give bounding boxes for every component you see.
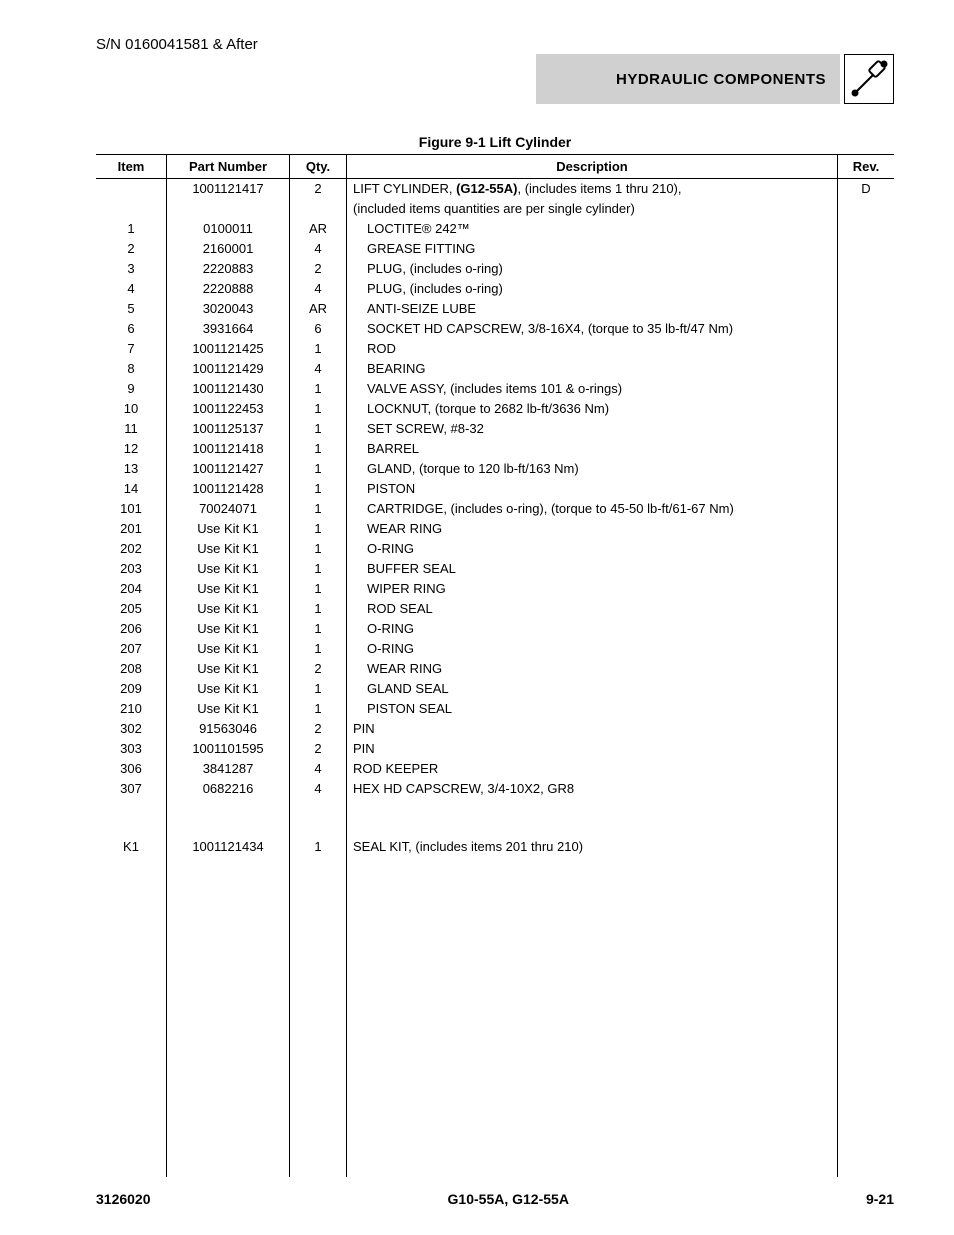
col-header-qty: Qty. bbox=[290, 155, 347, 179]
table-row: 422208884PLUG, (includes o-ring) bbox=[96, 279, 894, 299]
table-row: 322208832PLUG, (includes o-ring) bbox=[96, 259, 894, 279]
table-header-row: Item Part Number Qty. Description Rev. bbox=[96, 155, 894, 179]
table-row bbox=[96, 1137, 894, 1157]
table-row bbox=[96, 897, 894, 917]
table-row: 208Use Kit K12WEAR RING bbox=[96, 659, 894, 679]
section-title-bar: HYDRAULIC COMPONENTS bbox=[536, 54, 840, 104]
table-row: 1410011214281PISTON bbox=[96, 479, 894, 499]
table-row bbox=[96, 1057, 894, 1077]
footer-right: 9-21 bbox=[866, 1191, 894, 1207]
table-row: 210Use Kit K11PISTON SEAL bbox=[96, 699, 894, 719]
table-row bbox=[96, 1097, 894, 1117]
serial-number-text: S/N 0160041581 & After bbox=[96, 36, 258, 53]
parts-table: Item Part Number Qty. Description Rev. 1… bbox=[96, 154, 894, 1177]
table-row: K110011214341SEAL KIT, (includes items 2… bbox=[96, 837, 894, 857]
col-header-rev: Rev. bbox=[838, 155, 895, 179]
table-row: 10011214172LIFT CYLINDER, (G12-55A), (in… bbox=[96, 179, 894, 200]
table-row bbox=[96, 877, 894, 897]
table-row bbox=[96, 1157, 894, 1177]
table-row bbox=[96, 937, 894, 957]
table-row: 203Use Kit K11BUFFER SEAL bbox=[96, 559, 894, 579]
table-row: 209Use Kit K11GLAND SEAL bbox=[96, 679, 894, 699]
table-row: 302915630462PIN bbox=[96, 719, 894, 739]
table-row: 207Use Kit K11O-RING bbox=[96, 639, 894, 659]
page-footer: 3126020 G10-55A, G12-55A 9-21 bbox=[96, 1191, 894, 1207]
table-row: 101700240711CARTRIDGE, (includes o-ring)… bbox=[96, 499, 894, 519]
table-row: 1110011251371SET SCREW, #8-32 bbox=[96, 419, 894, 439]
table-row bbox=[96, 799, 894, 837]
table-row: 206Use Kit K11O-RING bbox=[96, 619, 894, 639]
hydraulic-cylinder-icon bbox=[844, 54, 894, 104]
table-row: (included items quantities are per singl… bbox=[96, 199, 894, 219]
table-row bbox=[96, 917, 894, 937]
table-row bbox=[96, 997, 894, 1017]
table-row: 30638412874ROD KEEPER bbox=[96, 759, 894, 779]
table-row bbox=[96, 977, 894, 997]
page-header: S/N 0160041581 & After HYDRAULIC COMPONE… bbox=[96, 36, 894, 106]
section-title: HYDRAULIC COMPONENTS bbox=[616, 71, 826, 88]
footer-center: G10-55A, G12-55A bbox=[448, 1191, 569, 1207]
table-row: 1310011214271GLAND, (torque to 120 lb-ft… bbox=[96, 459, 894, 479]
table-row: 639316646SOCKET HD CAPSCREW, 3/8-16X4, (… bbox=[96, 319, 894, 339]
table-row: 204Use Kit K11WIPER RING bbox=[96, 579, 894, 599]
footer-left: 3126020 bbox=[96, 1191, 151, 1207]
table-row: 910011214301VALVE ASSY, (includes items … bbox=[96, 379, 894, 399]
table-row: 1210011214181BARREL bbox=[96, 439, 894, 459]
col-header-desc: Description bbox=[347, 155, 838, 179]
col-header-part: Part Number bbox=[167, 155, 290, 179]
table-row bbox=[96, 1077, 894, 1097]
table-row bbox=[96, 1017, 894, 1037]
table-row: 205Use Kit K11ROD SEAL bbox=[96, 599, 894, 619]
table-row bbox=[96, 857, 894, 877]
table-row bbox=[96, 1037, 894, 1057]
table-row bbox=[96, 957, 894, 977]
table-row: 53020043ARANTI-SEIZE LUBE bbox=[96, 299, 894, 319]
table-row bbox=[96, 1117, 894, 1137]
table-row: 1010011224531LOCKNUT, (torque to 2682 lb… bbox=[96, 399, 894, 419]
table-row: 202Use Kit K11O-RING bbox=[96, 539, 894, 559]
col-header-item: Item bbox=[96, 155, 167, 179]
table-row: 30310011015952PIN bbox=[96, 739, 894, 759]
table-row: 10100011ARLOCTITE® 242™ bbox=[96, 219, 894, 239]
table-row: 201Use Kit K11WEAR RING bbox=[96, 519, 894, 539]
figure-title: Figure 9-1 Lift Cylinder bbox=[96, 134, 894, 150]
table-row: 710011214251ROD bbox=[96, 339, 894, 359]
table-row: 221600014GREASE FITTING bbox=[96, 239, 894, 259]
table-row: 30706822164HEX HD CAPSCREW, 3/4-10X2, GR… bbox=[96, 779, 894, 799]
table-row: 810011214294BEARING bbox=[96, 359, 894, 379]
